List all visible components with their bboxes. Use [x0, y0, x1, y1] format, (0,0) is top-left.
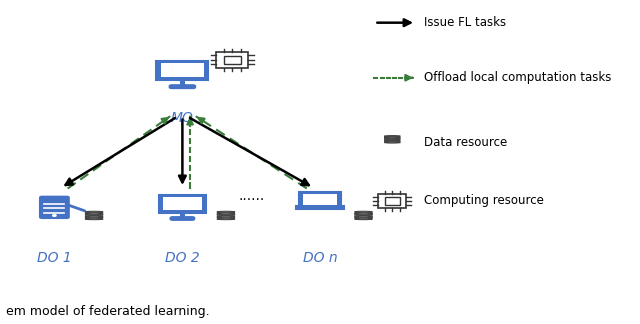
FancyBboxPatch shape [385, 141, 401, 143]
Text: ......: ...... [238, 189, 264, 203]
Ellipse shape [384, 139, 401, 141]
FancyBboxPatch shape [217, 215, 235, 216]
Ellipse shape [384, 142, 401, 143]
FancyBboxPatch shape [40, 197, 69, 218]
FancyBboxPatch shape [217, 217, 235, 219]
Ellipse shape [355, 217, 372, 218]
FancyBboxPatch shape [180, 213, 184, 218]
FancyBboxPatch shape [378, 194, 406, 208]
Ellipse shape [217, 213, 235, 214]
FancyBboxPatch shape [180, 80, 185, 86]
FancyBboxPatch shape [355, 212, 372, 214]
Ellipse shape [85, 213, 103, 214]
Ellipse shape [85, 218, 103, 220]
FancyBboxPatch shape [224, 56, 241, 64]
FancyBboxPatch shape [170, 216, 195, 221]
FancyBboxPatch shape [355, 215, 372, 216]
Ellipse shape [355, 211, 372, 213]
Text: DO n: DO n [303, 250, 337, 265]
Text: MO: MO [171, 111, 194, 125]
Ellipse shape [384, 138, 401, 139]
Ellipse shape [85, 215, 103, 217]
Ellipse shape [355, 214, 372, 215]
FancyBboxPatch shape [169, 84, 196, 89]
Ellipse shape [384, 137, 401, 138]
FancyBboxPatch shape [161, 64, 204, 77]
FancyBboxPatch shape [156, 61, 208, 80]
FancyBboxPatch shape [85, 215, 103, 216]
Ellipse shape [217, 215, 235, 217]
Ellipse shape [355, 213, 372, 214]
Ellipse shape [85, 217, 103, 218]
Text: DO 2: DO 2 [165, 250, 200, 265]
FancyBboxPatch shape [216, 52, 248, 68]
FancyBboxPatch shape [300, 192, 340, 207]
Text: Computing resource: Computing resource [424, 194, 544, 207]
Ellipse shape [217, 214, 235, 215]
Ellipse shape [217, 217, 235, 218]
FancyBboxPatch shape [163, 197, 202, 210]
Text: Data resource: Data resource [424, 136, 508, 149]
FancyBboxPatch shape [217, 212, 235, 214]
Ellipse shape [355, 215, 372, 217]
Ellipse shape [355, 218, 372, 220]
Ellipse shape [85, 211, 103, 213]
FancyBboxPatch shape [303, 194, 337, 204]
Text: em model of federated learning.: em model of federated learning. [6, 305, 210, 318]
FancyBboxPatch shape [385, 139, 401, 140]
Ellipse shape [217, 211, 235, 213]
Ellipse shape [85, 214, 103, 215]
Circle shape [52, 215, 56, 216]
Ellipse shape [384, 140, 401, 142]
Text: Offload local computation tasks: Offload local computation tasks [424, 71, 612, 84]
FancyBboxPatch shape [355, 217, 372, 219]
FancyBboxPatch shape [85, 217, 103, 219]
FancyBboxPatch shape [385, 197, 399, 204]
FancyBboxPatch shape [159, 195, 206, 213]
FancyBboxPatch shape [85, 212, 103, 214]
Ellipse shape [384, 135, 401, 137]
FancyBboxPatch shape [385, 136, 401, 138]
Text: DO 1: DO 1 [37, 250, 72, 265]
Text: Issue FL tasks: Issue FL tasks [424, 16, 506, 29]
FancyBboxPatch shape [296, 206, 344, 209]
Ellipse shape [217, 218, 235, 220]
